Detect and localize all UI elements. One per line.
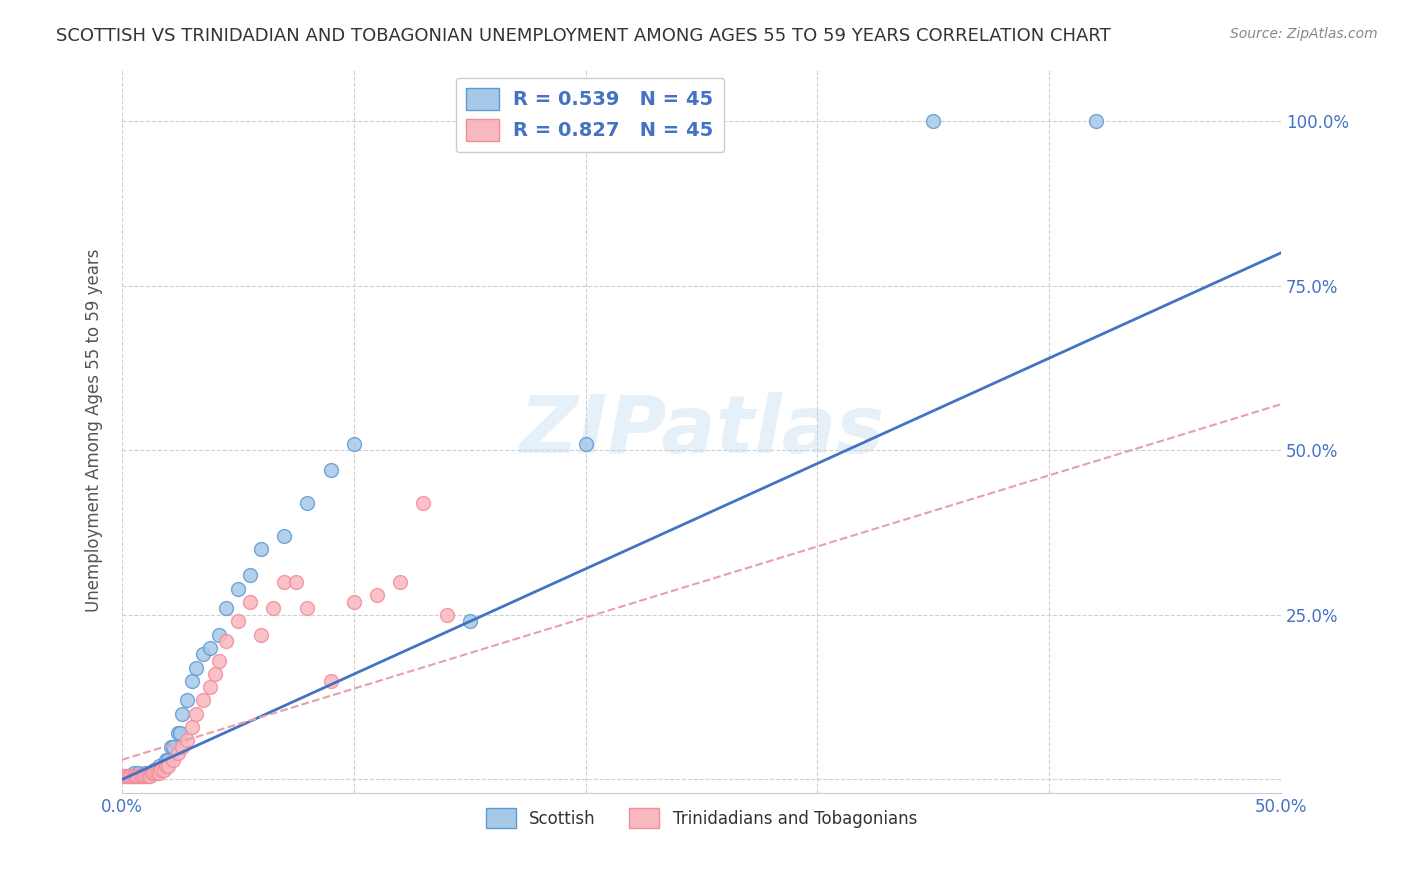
Point [146,763,169,777]
Point [250,628,273,642]
Point [575,436,598,450]
Point [143,765,166,780]
Point [436,607,458,622]
Point [122,769,145,783]
Text: ZIPatlas: ZIPatlas [519,392,884,469]
Point [169,726,191,740]
Point [208,628,231,642]
Point [120,769,142,783]
Y-axis label: Unemployment Among Ages 55 to 59 years: Unemployment Among Ages 55 to 59 years [86,249,103,612]
Point [166,726,188,740]
Point [152,763,174,777]
Point [186,660,208,674]
Point [132,769,155,783]
Point [112,769,135,783]
Point [366,588,388,602]
Point [112,769,135,783]
Point [159,739,181,754]
Point [141,765,163,780]
Point [122,769,145,783]
Point [118,769,141,783]
Point [122,765,145,780]
Point [198,640,221,655]
Point [122,769,145,783]
Point [204,667,226,681]
Point [198,681,221,695]
Point [226,582,249,596]
Point [146,765,169,780]
Point [215,634,238,648]
Legend: Scottish, Trinidadians and Tobagonians: Scottish, Trinidadians and Tobagonians [479,801,924,835]
Point [319,463,342,477]
Point [284,574,307,589]
Point [172,739,194,754]
Point [118,769,141,783]
Point [134,765,156,780]
Point [193,693,215,707]
Point [136,769,159,783]
Point [180,673,202,688]
Text: Source: ZipAtlas.com: Source: ZipAtlas.com [1230,27,1378,41]
Point [922,114,945,128]
Point [150,763,173,777]
Point [208,654,231,668]
Point [115,769,138,783]
Text: SCOTTISH VS TRINIDADIAN AND TOBAGONIAN UNEMPLOYMENT AMONG AGES 55 TO 59 YEARS CO: SCOTTISH VS TRINIDADIAN AND TOBAGONIAN U… [56,27,1111,45]
Point [193,648,215,662]
Point [412,496,434,510]
Point [250,542,273,557]
Point [125,769,148,783]
Point [148,765,170,780]
Point [155,753,177,767]
Point [125,769,148,783]
Point [343,436,366,450]
Point [458,615,481,629]
Point [155,759,177,773]
Point [141,765,163,780]
Point [134,769,156,783]
Point [262,601,284,615]
Point [134,769,156,783]
Point [343,595,366,609]
Point [319,673,342,688]
Point [129,769,152,783]
Point [139,765,162,780]
Point [136,769,159,783]
Point [226,615,249,629]
Point [297,601,319,615]
Point [297,496,319,510]
Point [129,769,152,783]
Point [139,769,162,783]
Point [273,574,295,589]
Point [176,733,198,747]
Point [127,769,149,783]
Point [238,568,260,582]
Point [176,693,198,707]
Point [152,759,174,773]
Point [162,753,184,767]
Point [238,595,260,609]
Point [157,759,180,773]
Point [127,769,149,783]
Point [132,769,155,783]
Point [143,763,166,777]
Point [157,753,180,767]
Point [120,769,142,783]
Point [273,529,295,543]
Point [127,765,149,780]
Point [215,601,238,615]
Point [148,759,170,773]
Point [115,769,138,783]
Point [172,706,194,721]
Point [166,746,188,760]
Point [389,574,412,589]
Point [186,706,208,721]
Point [1084,114,1107,128]
Point [162,739,184,754]
Point [180,720,202,734]
